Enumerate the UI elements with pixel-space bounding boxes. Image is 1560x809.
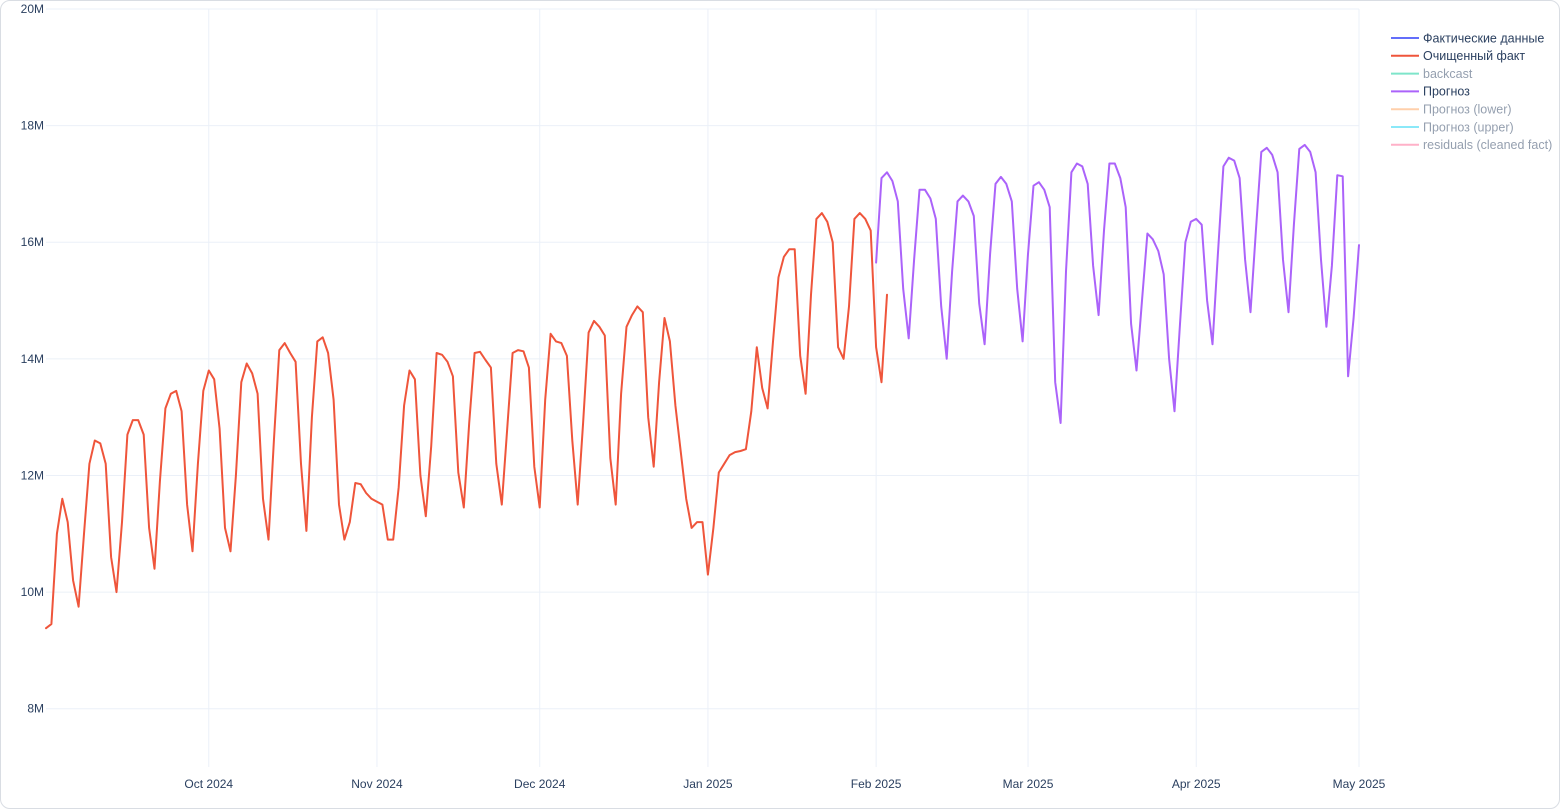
legend-label: backcast xyxy=(1423,67,1473,81)
y-tick-label: 20M xyxy=(21,2,44,16)
legend-item-forecast-lower[interactable]: Прогноз (lower) xyxy=(1391,103,1512,117)
legend-label: Прогноз xyxy=(1423,85,1470,99)
series-layer xyxy=(45,143,1360,630)
cleaned-fact-series-line xyxy=(45,212,888,630)
legend-item-actual[interactable]: Фактические данные xyxy=(1391,31,1544,45)
legend-item-residuals[interactable]: residuals (cleaned fact) xyxy=(1391,138,1552,152)
legend[interactable]: Фактические данные Очищенный факт backcast… xyxy=(1391,31,1552,152)
legend-item-backcast[interactable]: backcast xyxy=(1391,67,1473,81)
y-axis: 8M 10M 12M 14M 16M 18M 20M xyxy=(21,2,44,716)
legend-label: Фактические данные xyxy=(1423,31,1544,45)
y-tick-label: 14M xyxy=(21,352,44,366)
y-gridlines xyxy=(46,8,1359,710)
legend-item-forecast-upper[interactable]: Прогноз (upper) xyxy=(1391,120,1514,134)
y-tick-label: 16M xyxy=(21,235,44,249)
x-tick-label: Feb 2025 xyxy=(851,777,902,791)
legend-item-forecast[interactable]: Прогноз xyxy=(1391,85,1470,99)
x-tick-label: Nov 2024 xyxy=(351,777,403,791)
x-axis: Oct 2024 Nov 2024 Dec 2024 Jan 2025 Feb 2025… xyxy=(184,777,1385,791)
x-tick-label: Mar 2025 xyxy=(1003,777,1054,791)
x-tick-label: May 2025 xyxy=(1333,777,1386,791)
legend-item-cleaned-fact[interactable]: Очищенный факт xyxy=(1391,49,1525,63)
x-tick-label: Apr 2025 xyxy=(1172,777,1221,791)
y-tick-label: 12M xyxy=(21,468,44,482)
x-gridlines xyxy=(208,9,1360,767)
legend-label: residuals (cleaned fact) xyxy=(1423,138,1552,152)
x-tick-label: Dec 2024 xyxy=(514,777,566,791)
legend-label: Прогноз (upper) xyxy=(1423,120,1514,134)
y-tick-label: 10M xyxy=(21,585,44,599)
legend-label: Прогноз (lower) xyxy=(1423,103,1512,117)
legend-label: Очищенный факт xyxy=(1423,49,1525,63)
y-tick-label: 8M xyxy=(27,702,44,716)
x-tick-label: Jan 2025 xyxy=(683,777,733,791)
forecast-series-line xyxy=(875,143,1360,424)
y-tick-label: 18M xyxy=(21,119,44,133)
x-tick-label: Oct 2024 xyxy=(184,777,233,791)
